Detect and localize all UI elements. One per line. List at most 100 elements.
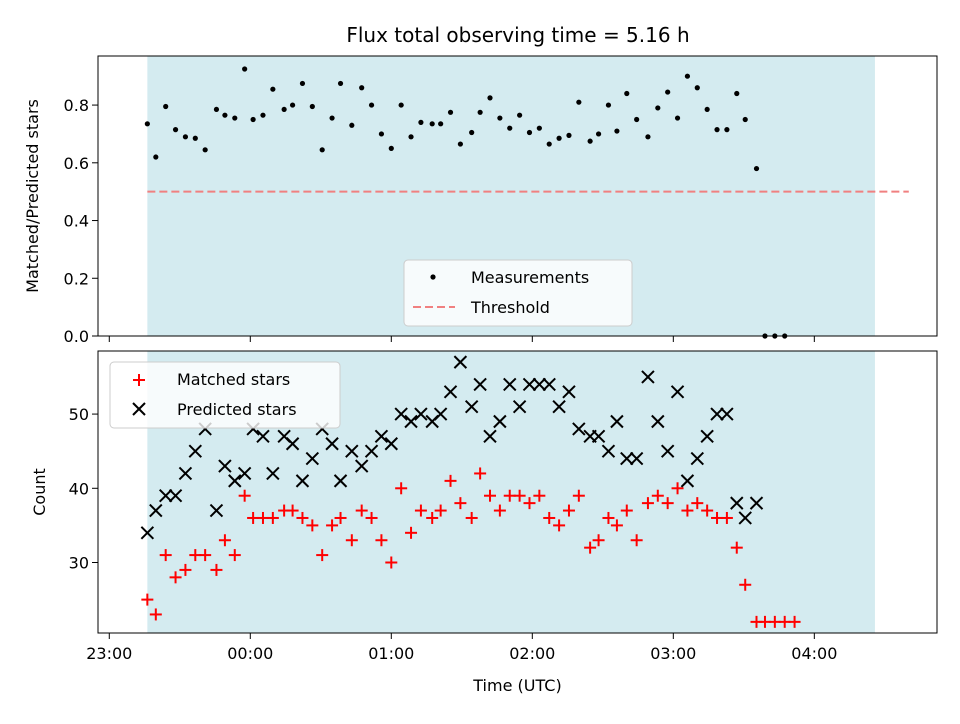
predicted-star-point (641, 370, 655, 384)
predicted-star-point-b (749, 496, 764, 510)
predicted-star-point-b (660, 444, 675, 458)
predicted-star-point (562, 385, 576, 399)
x-axis-label: Time (UTC) (472, 676, 561, 695)
matched-star-point (365, 511, 378, 524)
measurement-point (232, 115, 238, 121)
legend-predicted-marker (132, 402, 146, 416)
matched-star-point (465, 511, 478, 524)
predicted-star-point (149, 503, 163, 518)
matched-star-point (434, 504, 447, 517)
predicted-star-point-b (364, 444, 379, 458)
predicted-star-point (228, 474, 242, 488)
matched-star-point (414, 504, 427, 517)
matched-star-point (238, 489, 251, 502)
measurement-point (536, 125, 542, 131)
bottom-y-axis-label: Count (30, 468, 49, 516)
matched-star-point (395, 482, 408, 495)
matched-star-point (720, 511, 733, 524)
matched-star-point (306, 519, 319, 532)
predicted-star-point (178, 466, 193, 481)
predicted-star-point (522, 377, 537, 392)
top-ytick-label: 0.0 (64, 327, 89, 346)
predicted-star-point (512, 399, 527, 414)
matched-star-point (474, 467, 487, 480)
measurement-point (270, 86, 276, 92)
measurement-point (477, 109, 483, 115)
predicted-star-point-b (690, 451, 704, 466)
measurement-point (614, 128, 620, 134)
measurement-point (645, 134, 651, 140)
predicted-star-point-b (414, 407, 428, 421)
predicted-star-point-b (641, 370, 655, 384)
matched-star-point (326, 519, 339, 532)
matched-star-point (228, 549, 241, 562)
predicted-star-point-b (325, 437, 339, 451)
predicted-star-point (168, 489, 183, 503)
predicted-star-point (266, 466, 280, 481)
predicted-star-point (295, 474, 310, 488)
matched-star-point (316, 549, 329, 562)
measurement-point (724, 127, 730, 133)
predicted-star-point-b (493, 414, 507, 429)
predicted-star-point-b (384, 437, 399, 451)
measurement-point (517, 112, 523, 118)
matched-star-point (671, 482, 684, 495)
measurement-point (674, 115, 681, 121)
measurement-point (250, 116, 256, 123)
matched-star-point (199, 549, 212, 562)
predicted-star-point (364, 444, 379, 458)
measurement-point (605, 102, 612, 108)
measurement-point (182, 134, 189, 140)
predicted-star-point (285, 437, 300, 451)
measurement-point (587, 138, 593, 144)
top-ytick-label: 0.4 (64, 212, 89, 231)
matched-star-point (701, 504, 714, 517)
measurement-point (624, 90, 630, 97)
matched-star-point (681, 504, 694, 517)
predicted-star-point (374, 429, 389, 444)
predicted-star-point-b (209, 503, 224, 518)
predicted-star-point-b (305, 451, 320, 466)
legend-threshold-label: Threshold (470, 298, 550, 317)
measurement-point (299, 80, 306, 87)
measurement-point (153, 154, 159, 160)
top-x-ticks (108, 336, 815, 342)
matched-star-point (553, 519, 566, 532)
predicted-star-point-b (188, 444, 203, 458)
predicted-star-point-b (345, 444, 359, 458)
matched-star-point (584, 541, 597, 554)
bottom-legend: Matched stars Predicted stars (109, 361, 341, 429)
measurement-point (753, 165, 760, 172)
predicted-star-point (629, 451, 644, 466)
measurement-point (192, 135, 198, 141)
predicted-star-point-b (140, 526, 155, 540)
matched-star-point (533, 489, 546, 502)
predicted-star-point-b (629, 451, 644, 466)
predicted-star-point (384, 437, 399, 451)
predicted-star-point (651, 414, 665, 429)
predicted-star-point-b (266, 466, 280, 481)
predicted-star-point-b (680, 474, 695, 488)
predicted-star-point-b (512, 399, 527, 414)
measurement-point (734, 90, 740, 97)
matched-star-point (426, 511, 439, 524)
measurement-point (260, 112, 266, 118)
predicted-star-point-b (710, 407, 724, 421)
predicted-star-point-b (542, 377, 556, 392)
top-ytick-label: 0.6 (64, 154, 89, 173)
measurement-point (378, 131, 385, 137)
predicted-star-point-b (178, 466, 193, 481)
matched-star-point (602, 511, 615, 524)
matched-star-point (266, 511, 279, 524)
predicted-star-point-b (295, 474, 310, 488)
predicted-star-point (209, 503, 224, 518)
measurement-point (349, 122, 355, 128)
predicted-star-point-b (591, 429, 606, 444)
x-tick-label: 04:00 (791, 644, 837, 663)
measurement-point (566, 132, 572, 138)
predicted-star-point-b (149, 503, 163, 518)
matched-star-point (405, 526, 418, 539)
chart-title: Flux total observing time = 5.16 h (346, 23, 689, 47)
bottom-y-ticks: 30 40 50 (69, 405, 98, 573)
measurement-point (202, 147, 208, 153)
